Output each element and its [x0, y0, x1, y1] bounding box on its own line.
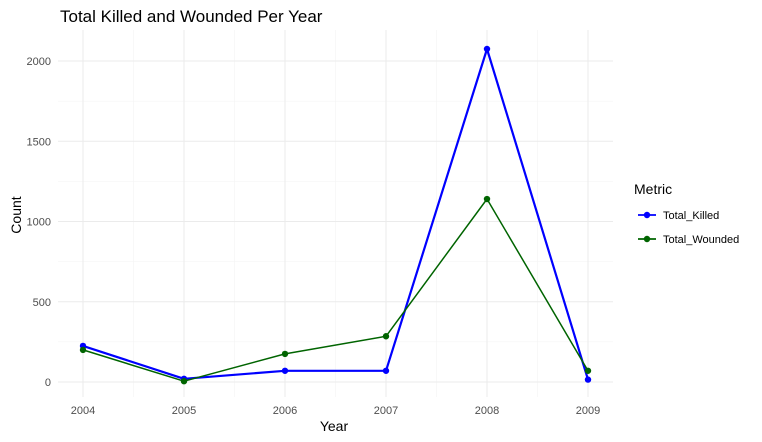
legend-items: Total_Killed Total_Wounded [638, 210, 739, 246]
y-tick-label: 0 [45, 377, 51, 389]
point-total-killed [483, 45, 491, 53]
y-axis-title: Count [8, 196, 24, 233]
y-tick-label: 1500 [27, 136, 51, 148]
series-line-total-killed [82, 47, 590, 380]
legend-point-total-killed [643, 211, 651, 219]
point-total-wounded [382, 333, 390, 340]
chart-title: Total Killed and Wounded Per Year [60, 7, 323, 26]
series-line-total-wounded [82, 198, 589, 382]
plot-grid [58, 30, 613, 397]
x-tick-label: 2008 [475, 405, 499, 417]
x-tick-label: 2004 [71, 405, 95, 417]
y-tick-label: 2000 [27, 56, 51, 68]
point-total-killed [281, 367, 289, 374]
y-tick-label: 1000 [27, 217, 51, 229]
legend-label-total-killed: Total_Killed [663, 210, 719, 222]
point-total-wounded [79, 346, 87, 354]
point-total-wounded [180, 377, 188, 385]
x-axis-title: Year [320, 418, 349, 434]
y-axis-ticks: 0 500 1000 1500 2000 [27, 56, 51, 389]
point-total-killed [584, 376, 592, 383]
point-total-wounded [483, 195, 491, 203]
point-total-wounded [281, 350, 289, 358]
x-tick-label: 2006 [273, 405, 297, 417]
legend-title: Metric [634, 181, 672, 197]
x-tick-label: 2009 [576, 405, 600, 417]
plot-points [79, 45, 592, 385]
x-tick-label: 2005 [172, 405, 196, 417]
legend-label-total-wounded: Total_Wounded [663, 234, 739, 246]
legend: Metric Total_Killed Total_Wounded [634, 181, 739, 246]
x-axis-ticks: 2004 2005 2006 2007 2008 2009 [71, 405, 600, 417]
point-total-wounded [584, 367, 592, 374]
y-tick-label: 500 [33, 297, 51, 309]
legend-point-total-wounded [643, 235, 651, 243]
point-total-killed [382, 367, 390, 374]
plot-lines [82, 47, 590, 382]
x-tick-label: 2007 [374, 405, 398, 417]
